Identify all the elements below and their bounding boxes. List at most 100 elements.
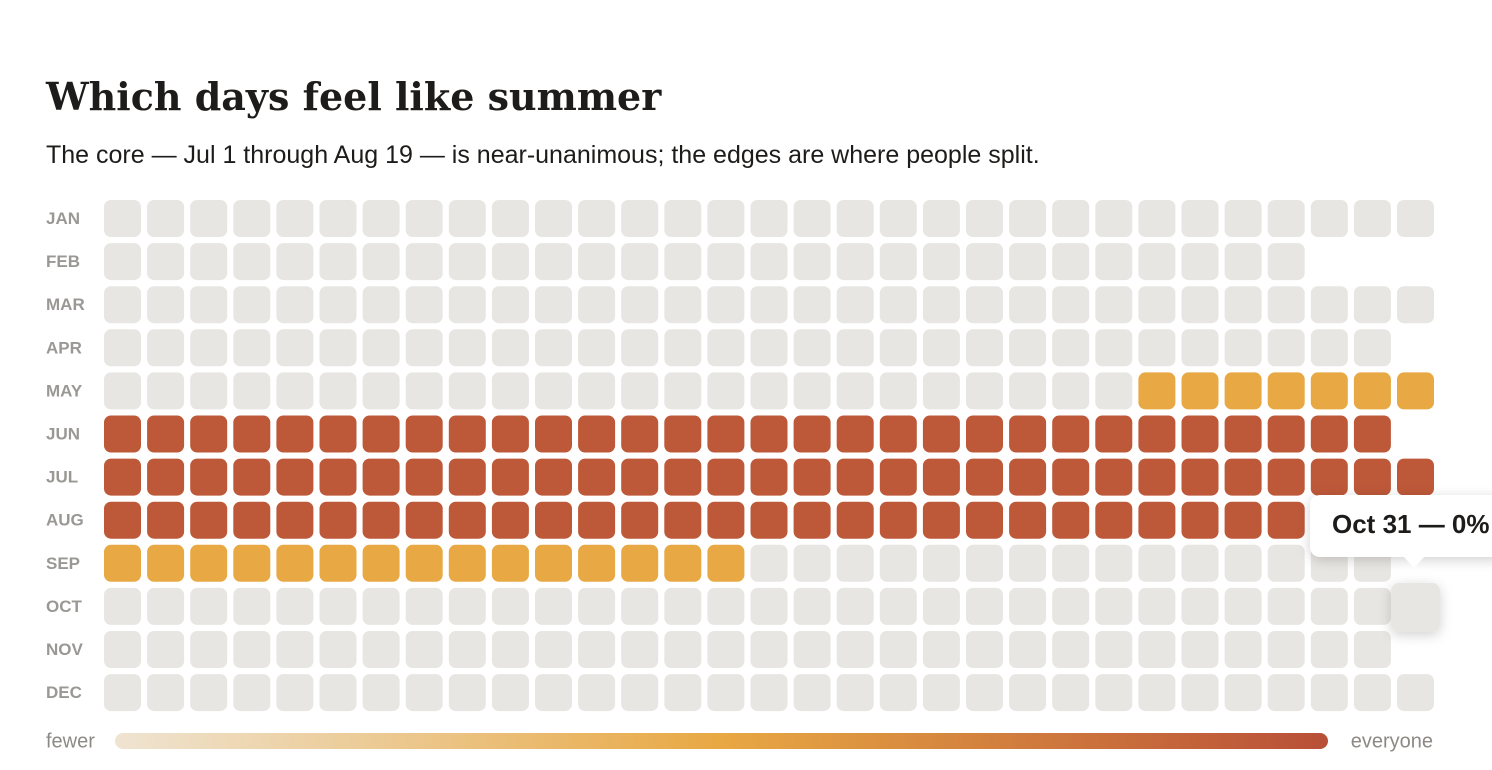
- day-cell[interactable]: [1353, 329, 1391, 367]
- day-cell[interactable]: [1052, 286, 1090, 324]
- day-cell[interactable]: [233, 286, 271, 324]
- day-cell[interactable]: [405, 286, 443, 324]
- day-cell[interactable]: [104, 501, 141, 539]
- day-cell[interactable]: [405, 415, 443, 453]
- day-cell[interactable]: [1224, 587, 1262, 625]
- day-cell[interactable]: [836, 544, 874, 582]
- day-cell[interactable]: [1009, 501, 1047, 539]
- day-cell[interactable]: [707, 415, 745, 453]
- day-cell[interactable]: [1267, 631, 1305, 668]
- day-cell[interactable]: [1009, 458, 1047, 496]
- day-cell[interactable]: [362, 631, 400, 668]
- day-cell[interactable]: [1138, 631, 1176, 668]
- day-cell[interactable]: [190, 587, 228, 625]
- day-cell[interactable]: [922, 372, 960, 410]
- day-cell[interactable]: [707, 372, 745, 410]
- day-cell[interactable]: [104, 415, 141, 453]
- day-cell[interactable]: [1353, 458, 1391, 496]
- day-cell[interactable]: [1310, 674, 1348, 712]
- day-cell[interactable]: [966, 458, 1003, 496]
- day-cell[interactable]: [1353, 415, 1391, 453]
- day-cell[interactable]: [190, 415, 228, 453]
- day-cell[interactable]: [664, 200, 702, 237]
- day-cell[interactable]: [1224, 200, 1262, 237]
- day-cell[interactable]: [448, 458, 486, 496]
- day-cell[interactable]: [922, 544, 960, 582]
- day-cell[interactable]: [535, 458, 572, 496]
- day-cell[interactable]: [836, 200, 874, 237]
- day-cell[interactable]: [1267, 286, 1305, 324]
- day-cell[interactable]: [1052, 458, 1090, 496]
- day-cell[interactable]: [104, 544, 141, 582]
- day-cell[interactable]: [319, 243, 357, 281]
- day-cell[interactable]: [1224, 674, 1262, 712]
- day-cell[interactable]: [578, 243, 616, 281]
- day-cell[interactable]: [1095, 544, 1133, 582]
- day-cell[interactable]: [491, 544, 529, 582]
- day-cell[interactable]: [104, 587, 141, 625]
- day-cell[interactable]: [664, 286, 702, 324]
- day-cell[interactable]: [1397, 286, 1434, 324]
- day-cell[interactable]: [190, 200, 228, 237]
- day-cell[interactable]: [362, 501, 400, 539]
- day-cell[interactable]: [448, 544, 486, 582]
- day-cell[interactable]: [879, 243, 917, 281]
- day-cell[interactable]: [664, 329, 702, 367]
- day-cell[interactable]: [1052, 243, 1090, 281]
- day-cell[interactable]: [362, 415, 400, 453]
- day-cell[interactable]: [362, 544, 400, 582]
- day-cell[interactable]: [621, 674, 659, 712]
- day-cell[interactable]: [190, 674, 228, 712]
- day-cell[interactable]: [836, 372, 874, 410]
- day-cell[interactable]: [1267, 587, 1305, 625]
- day-cell[interactable]: [1353, 200, 1391, 237]
- day-cell[interactable]: [1138, 587, 1176, 625]
- day-cell[interactable]: [1095, 329, 1133, 367]
- day-cell[interactable]: [147, 587, 185, 625]
- day-cell[interactable]: [793, 243, 831, 281]
- day-cell[interactable]: [578, 458, 616, 496]
- day-cell[interactable]: [1181, 372, 1219, 410]
- day-cell[interactable]: [1052, 544, 1090, 582]
- day-cell[interactable]: [1267, 415, 1305, 453]
- day-cell[interactable]: [190, 458, 228, 496]
- day-cell[interactable]: [535, 631, 572, 668]
- day-cell[interactable]: [707, 544, 745, 582]
- day-cell[interactable]: [1138, 200, 1176, 237]
- day-cell[interactable]: [1224, 329, 1262, 367]
- day-cell[interactable]: [1397, 458, 1434, 496]
- day-cell[interactable]: [1353, 674, 1391, 712]
- day-cell[interactable]: [621, 372, 659, 410]
- day-cell[interactable]: [879, 544, 917, 582]
- day-cell[interactable]: [535, 243, 572, 281]
- day-cell[interactable]: [233, 415, 271, 453]
- day-cell[interactable]: [405, 458, 443, 496]
- day-cell[interactable]: [1397, 200, 1434, 237]
- day-cell[interactable]: [448, 415, 486, 453]
- day-cell[interactable]: [276, 200, 314, 237]
- day-cell[interactable]: [1009, 544, 1047, 582]
- day-cell[interactable]: [750, 587, 788, 625]
- day-cell[interactable]: [1224, 631, 1262, 668]
- day-cell[interactable]: [966, 372, 1003, 410]
- day-cell[interactable]: [1267, 544, 1305, 582]
- day-cell[interactable]: [1181, 415, 1219, 453]
- day-cell[interactable]: [1009, 674, 1047, 712]
- day-cell[interactable]: [750, 631, 788, 668]
- day-cell[interactable]: [1095, 501, 1133, 539]
- day-cell[interactable]: [233, 587, 271, 625]
- day-cell[interactable]: [966, 674, 1003, 712]
- day-cell[interactable]: [966, 631, 1003, 668]
- day-cell[interactable]: [535, 501, 572, 539]
- day-cell[interactable]: [104, 243, 141, 281]
- day-cell[interactable]: [966, 286, 1003, 324]
- day-cell[interactable]: [1181, 631, 1219, 668]
- day-cell[interactable]: [1052, 587, 1090, 625]
- day-cell[interactable]: [405, 587, 443, 625]
- day-cell[interactable]: [276, 674, 314, 712]
- day-cell[interactable]: [750, 200, 788, 237]
- day-cell[interactable]: [1052, 415, 1090, 453]
- day-cell[interactable]: [1267, 674, 1305, 712]
- day-cell[interactable]: [362, 329, 400, 367]
- day-cell[interactable]: [190, 501, 228, 539]
